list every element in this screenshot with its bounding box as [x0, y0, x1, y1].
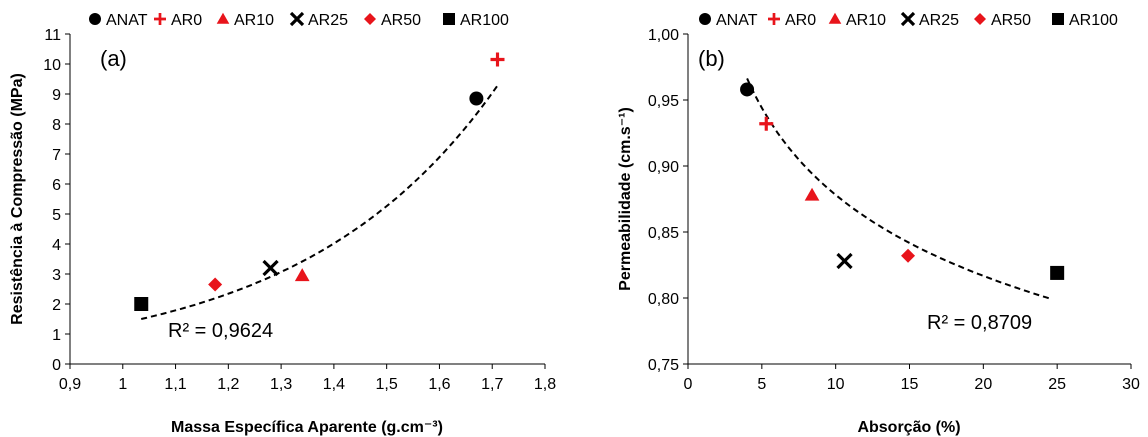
chart-panel-b: 0 5 10 15 20 25 30 0,75 0,80 0,85 0,90 0,95 1,00 Abso… — [617, 11, 1140, 436]
legend-marker-anat — [699, 13, 711, 25]
chart-panel-a: 0,9 1 1,1 1,2 1,3 1,4 1,5 1,6 1,7 1,8 0 1 2 3 4 5 6 7 8 9 10… — [9, 11, 556, 436]
panel-label: (b) — [698, 46, 725, 71]
data-point-ar100 — [1050, 265, 1065, 280]
data-point-ar10 — [294, 268, 310, 282]
legend-label-ar25: AR25 — [308, 12, 348, 29]
y-tick-label: 1,00 — [648, 27, 679, 44]
legend-label-ar25: AR25 — [919, 12, 959, 29]
x-tick-label: 10 — [827, 376, 845, 393]
legend-marker-ar10 — [216, 12, 230, 24]
legend-marker-ar10 — [828, 12, 842, 24]
y-tick-label: 2 — [52, 297, 61, 314]
legend-label-anat: ANAT — [106, 12, 148, 29]
legend-label-anat: ANAT — [716, 12, 758, 29]
x-tick-label: 1,2 — [217, 376, 239, 393]
panel-label: (a) — [100, 46, 127, 71]
x-tick-label: 1,5 — [376, 376, 398, 393]
y-tick-label: 8 — [52, 117, 61, 134]
x-tick-label: 1,8 — [534, 376, 556, 393]
x-tick-label: 15 — [901, 376, 919, 393]
data-point-ar0 — [490, 52, 505, 67]
x-tick-label: 5 — [757, 376, 766, 393]
data-point-ar10 — [804, 187, 820, 201]
x-tick-label: 0,9 — [59, 376, 81, 393]
y-tick-label: 1 — [52, 327, 61, 344]
x-tick-label: 20 — [974, 376, 992, 393]
x-tick-label: 1,7 — [481, 376, 503, 393]
y-tick-label: 3 — [52, 267, 61, 284]
legend-label-ar0: AR0 — [171, 12, 202, 29]
y-tick-label: 0,85 — [648, 225, 679, 242]
legend-label-ar10: AR10 — [846, 12, 886, 29]
y-tick-label: 9 — [52, 87, 61, 104]
data-point-anat — [740, 82, 755, 97]
x-axis-title: Absorção (%) — [857, 419, 960, 436]
data-point-ar50 — [901, 248, 916, 263]
y-tick-label: 10 — [43, 57, 61, 74]
legend-label-ar50: AR50 — [381, 12, 421, 29]
legend-label-ar10: AR10 — [234, 12, 274, 29]
r2-label: R² = 0,9624 — [168, 320, 273, 342]
y-tick-label: 7 — [52, 147, 61, 164]
y-tick-label: 11 — [44, 27, 61, 44]
legend-marker-anat — [89, 13, 101, 25]
trendline — [140, 85, 499, 320]
legend-marker-ar50 — [974, 13, 986, 25]
y-tick-label: 0,90 — [648, 159, 679, 176]
data-point-ar0 — [759, 116, 774, 131]
legend-label-ar50: AR50 — [991, 12, 1031, 29]
data-point-anat — [469, 91, 484, 106]
data-point-ar25 — [262, 259, 279, 277]
data-point-ar25 — [836, 252, 853, 270]
y-tick-label: 4 — [52, 237, 61, 254]
y-tick-label: 6 — [52, 177, 61, 194]
y-tick-label: 0,95 — [648, 93, 679, 110]
x-tick-label: 1,1 — [164, 376, 186, 393]
y-tick-label: 0,75 — [648, 357, 679, 374]
x-tick-label: 1,3 — [270, 376, 292, 393]
r2-label: R² = 0,8709 — [927, 312, 1032, 334]
legend-label-ar100: AR100 — [460, 12, 509, 29]
legend-label-ar100: AR100 — [1069, 12, 1118, 29]
legend-marker-ar100 — [1052, 13, 1064, 25]
x-tick-label: 1,6 — [428, 376, 450, 393]
y-axis-title: Resistência à Compressão (MPa) — [9, 73, 26, 325]
x-tick-label: 1,4 — [323, 376, 345, 393]
legend-marker-ar100 — [443, 13, 455, 25]
data-point-ar100 — [134, 297, 149, 311]
legend-marker-ar50 — [364, 13, 376, 25]
x-axis-title: Massa Específica Aparente (g.cm⁻³) — [171, 419, 443, 436]
legend-marker-ar25 — [900, 11, 916, 27]
legend-marker-ar0 — [154, 13, 166, 25]
legend-marker-ar0 — [768, 13, 781, 25]
y-tick-label: 0 — [52, 357, 61, 374]
x-tick-label: 30 — [1122, 376, 1140, 393]
x-tick-label: 0 — [684, 376, 693, 393]
y-tick-label: 5 — [52, 207, 61, 224]
legend-marker-ar25 — [289, 11, 305, 27]
legend-label-ar0: AR0 — [785, 12, 816, 29]
trendline — [746, 77, 1051, 300]
data-point-ar50 — [208, 277, 223, 292]
x-tick-label: 1 — [118, 376, 127, 393]
y-axis-title: Permeabilidade (cm.s⁻¹) — [617, 107, 634, 291]
y-tick-label: 0,80 — [648, 291, 679, 308]
x-tick-label: 25 — [1048, 376, 1066, 393]
